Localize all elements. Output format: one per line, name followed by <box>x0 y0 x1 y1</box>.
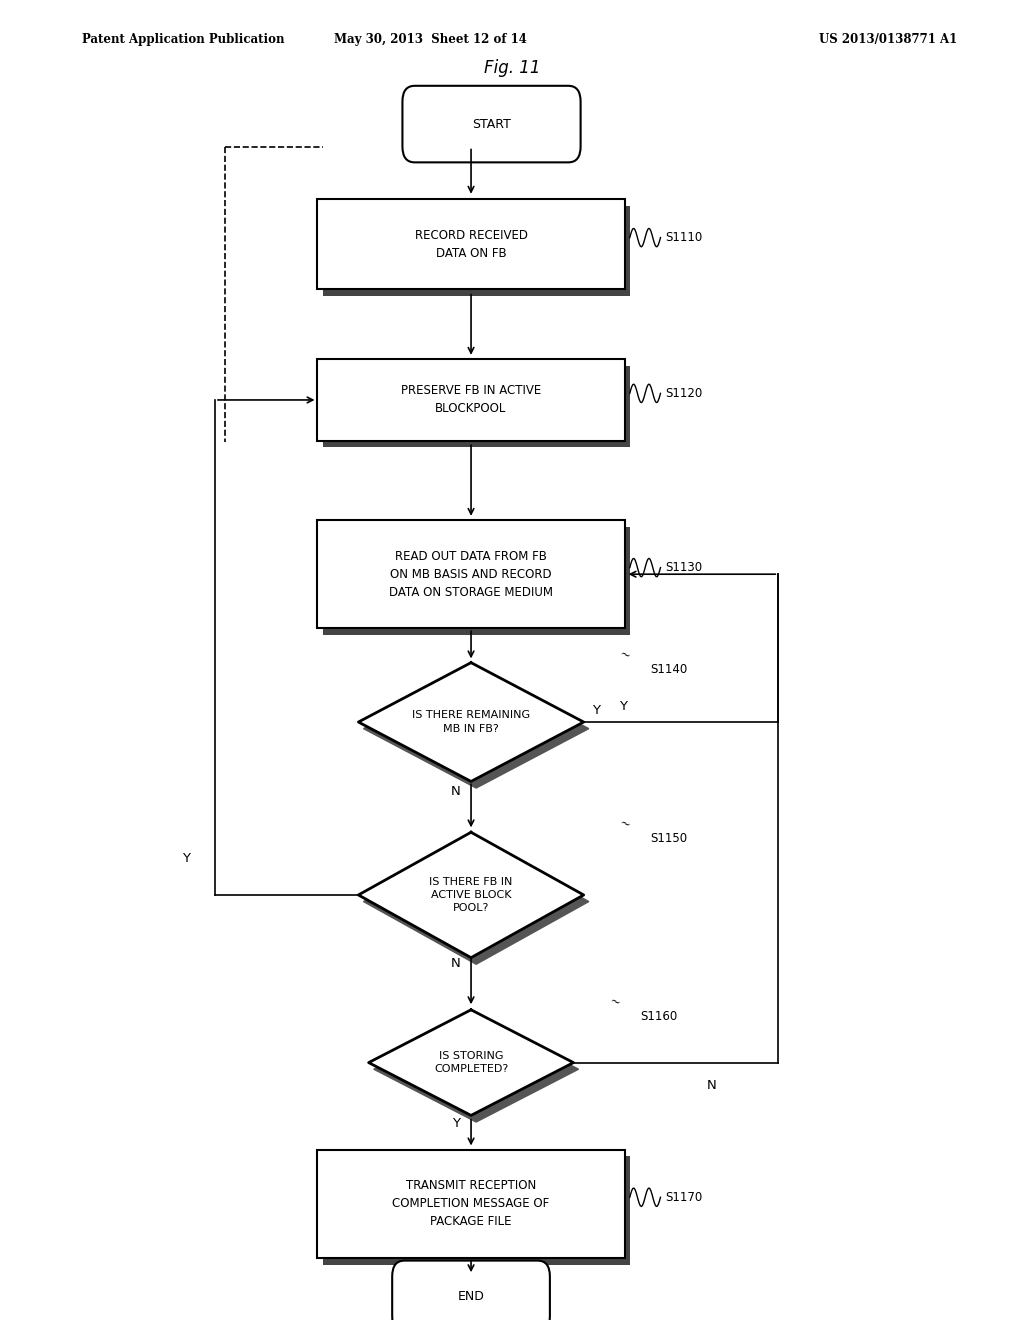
Text: ~: ~ <box>617 817 632 833</box>
Text: IS STORING
COMPLETED?: IS STORING COMPLETED? <box>434 1051 508 1074</box>
Polygon shape <box>317 1150 625 1258</box>
Polygon shape <box>323 1156 630 1265</box>
FancyBboxPatch shape <box>402 86 581 162</box>
Text: START: START <box>472 117 511 131</box>
Text: S1170: S1170 <box>666 1191 702 1204</box>
Polygon shape <box>369 1010 573 1115</box>
Text: S1140: S1140 <box>650 663 687 676</box>
Text: S1110: S1110 <box>666 231 702 244</box>
Polygon shape <box>364 840 589 964</box>
Polygon shape <box>358 833 584 958</box>
Text: N: N <box>707 1078 717 1092</box>
Polygon shape <box>323 366 630 447</box>
Text: May 30, 2013  Sheet 12 of 14: May 30, 2013 Sheet 12 of 14 <box>334 33 526 46</box>
FancyBboxPatch shape <box>392 1261 550 1320</box>
Text: S1150: S1150 <box>650 833 687 845</box>
Text: S1120: S1120 <box>666 387 702 400</box>
Text: ~: ~ <box>607 994 622 1010</box>
Text: Y: Y <box>592 704 600 717</box>
Text: Fig. 11: Fig. 11 <box>483 59 541 78</box>
Text: Y: Y <box>452 1117 460 1130</box>
Text: RECORD RECEIVED
DATA ON FB: RECORD RECEIVED DATA ON FB <box>415 228 527 260</box>
Text: ~: ~ <box>617 647 632 663</box>
Text: US 2013/0138771 A1: US 2013/0138771 A1 <box>819 33 957 46</box>
Polygon shape <box>374 1016 579 1122</box>
Polygon shape <box>323 527 630 635</box>
Polygon shape <box>364 669 589 788</box>
Text: S1130: S1130 <box>666 561 702 574</box>
Text: N: N <box>451 785 461 799</box>
Text: N: N <box>451 957 461 970</box>
Text: END: END <box>458 1290 484 1303</box>
Text: Y: Y <box>182 851 190 865</box>
Text: S1160: S1160 <box>640 1010 677 1023</box>
Polygon shape <box>323 206 630 296</box>
Text: READ OUT DATA FROM FB
ON MB BASIS AND RECORD
DATA ON STORAGE MEDIUM: READ OUT DATA FROM FB ON MB BASIS AND RE… <box>389 549 553 599</box>
Text: Y: Y <box>620 700 628 713</box>
Polygon shape <box>358 663 584 781</box>
Polygon shape <box>317 199 625 289</box>
Text: IS THERE FB IN
ACTIVE BLOCK
POOL?: IS THERE FB IN ACTIVE BLOCK POOL? <box>429 876 513 913</box>
Text: TRANSMIT RECEPTION
COMPLETION MESSAGE OF
PACKAGE FILE: TRANSMIT RECEPTION COMPLETION MESSAGE OF… <box>392 1179 550 1229</box>
Text: IS THERE REMAINING
MB IN FB?: IS THERE REMAINING MB IN FB? <box>412 710 530 734</box>
Text: PRESERVE FB IN ACTIVE
BLOCKPOOL: PRESERVE FB IN ACTIVE BLOCKPOOL <box>401 384 541 416</box>
Polygon shape <box>317 359 625 441</box>
Text: Patent Application Publication: Patent Application Publication <box>82 33 285 46</box>
Polygon shape <box>317 520 625 628</box>
